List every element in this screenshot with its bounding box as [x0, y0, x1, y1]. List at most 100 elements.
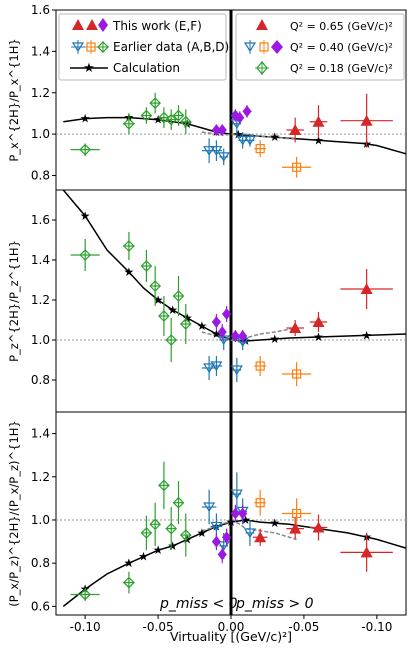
earlier-q065-marker — [292, 162, 302, 172]
calc-star: ★ — [313, 330, 324, 344]
earlier-q018-marker — [140, 527, 153, 539]
calc-star: ★ — [124, 556, 135, 570]
calc-star: ★ — [269, 130, 280, 144]
calc-star: ★ — [80, 209, 91, 223]
earlier-q018-marker — [165, 522, 178, 535]
calc-line — [62, 189, 407, 342]
x-tick-label: -0.05 — [288, 620, 319, 634]
x-axis-label: Virtuality [(GeV/c)²] — [170, 629, 292, 644]
calc-star: ★ — [138, 550, 149, 564]
earlier-q018-marker — [158, 310, 170, 322]
y-tick-label: 1.6 — [31, 213, 50, 227]
calc-star: ★ — [269, 516, 280, 530]
this-work-marker — [289, 124, 302, 135]
this-work-alt-marker — [211, 124, 221, 136]
calc-star: ★ — [182, 117, 193, 131]
this-work-marker — [289, 522, 302, 534]
calc-star: ★ — [196, 526, 207, 540]
legend-right-frame — [235, 13, 405, 81]
x-tick-label: 0.00 — [218, 620, 245, 634]
legend-q040-marker — [243, 40, 283, 54]
earlier-q018-marker — [165, 334, 178, 346]
earlier-q040-marker — [236, 135, 249, 146]
this-work-alt-marker — [238, 330, 248, 342]
y-axis-label: (P_x/P_z)^{2H}/(P_x/P_z)^{1H} — [7, 420, 21, 606]
calc-star: ★ — [196, 319, 207, 333]
y-tick-label: 1.6 — [31, 3, 50, 17]
calc-star: ★ — [80, 112, 91, 126]
panel-bottom: 0.6 0.8 1.0 1.2 1.4 (P_x/P_z)^{2H}/(P_x/P_z)^… — [7, 411, 407, 634]
earlier-q065-marker — [292, 508, 302, 519]
calc-star: ★ — [211, 327, 222, 341]
x-tick-label: -0.10 — [70, 620, 101, 634]
y-axis-label: P_x^{2H}/P_x^{1H} — [7, 38, 21, 161]
earlier-q018-marker — [79, 249, 92, 261]
this-work-alt-marker — [222, 308, 232, 320]
panels: 0.81.01.21.41.6P_x^{2H}/P_x^{1H} ★ ★ ★ ★★ ★ ★ ★… — [7, 3, 407, 634]
this-work-alt-marker — [217, 548, 227, 561]
earlier-q018-marker — [79, 588, 92, 601]
earlier-q018-marker — [140, 260, 153, 272]
this-work-alt-marker — [222, 531, 232, 544]
this-work-alt-marker — [230, 330, 240, 342]
y-tick-label: 1.0 — [31, 127, 50, 141]
earlier-q018-marker — [149, 97, 162, 109]
y-tick-label: 0.8 — [31, 373, 50, 387]
legend-q065-marker — [256, 19, 268, 30]
legend-earlier-marker — [71, 40, 109, 54]
earlier-q065-marker — [255, 498, 265, 508]
earlier-q040-marker — [243, 135, 257, 146]
earlier-q018-marker — [179, 115, 192, 128]
earlier-q018-marker — [179, 529, 192, 541]
panel-middle: 0.81.01.21.41.6P_z^{2H}/P_z^{1H}★★★★★★★ ★… — [7, 189, 407, 413]
calc-line — [62, 519, 407, 607]
earlier-q018-marker — [149, 280, 162, 292]
legend-left-frame — [58, 13, 227, 81]
calc-star: ★ — [182, 311, 193, 325]
y-tick-label: 1.4 — [31, 427, 50, 441]
earlier-q040-marker — [203, 502, 216, 513]
this-work-alt-marker — [230, 507, 240, 520]
this-work-marker — [254, 531, 267, 543]
earlier-q018-marker — [158, 479, 170, 492]
this-work-marker — [289, 322, 302, 333]
legend-earlier-label: Earlier data (A,B,D) — [113, 40, 229, 54]
legend-q040-label: Q² = 0.40 (GeV/c)² — [290, 41, 393, 54]
calc-star: ★ — [313, 133, 324, 147]
calc-alt-line — [201, 131, 297, 141]
this-work-marker — [312, 521, 325, 533]
this-work-alt-marker — [238, 507, 248, 520]
y-tick-label: 1.0 — [31, 333, 50, 347]
calc-star: ★ — [124, 265, 135, 279]
earlier-q065-marker — [255, 144, 265, 154]
region-neg-label: p_miss < 0 — [159, 596, 238, 612]
y-axis-label: P_z^{2H}/P_z^{1H} — [7, 240, 21, 362]
this-work-alt-marker — [217, 124, 227, 136]
calc-star: ★ — [240, 513, 251, 527]
earlier-q018-marker — [158, 111, 170, 124]
legend-calc-label: Calculation — [113, 61, 180, 75]
this-work-marker — [360, 114, 373, 126]
earlier-q018-marker — [172, 290, 185, 302]
earlier-q018-marker — [140, 109, 153, 122]
legend-q065-label: Q² = 0.65 (GeV/c)² — [290, 20, 393, 33]
earlier-q065-marker — [255, 361, 265, 371]
this-work-marker — [360, 546, 373, 558]
this-work-alt-marker — [211, 316, 221, 328]
y-tick-label: 1.2 — [31, 293, 50, 307]
earlier-q018-marker — [165, 113, 178, 126]
y-tick-label: 0.6 — [31, 599, 50, 613]
earlier-q040-marker — [230, 489, 243, 500]
this-work-alt-marker — [242, 105, 252, 118]
calc-star: ★ — [153, 293, 164, 307]
calc-star: ★ — [167, 303, 178, 317]
earlier-q040-marker — [210, 146, 223, 156]
calc-star: ★ — [361, 328, 372, 342]
earlier-q018-marker — [149, 518, 162, 531]
x-tick-label: -0.05 — [143, 620, 174, 634]
earlier-q018-marker — [123, 576, 135, 589]
svg-text:★: ★ — [83, 61, 95, 76]
region-pos-label: p_miss > 0 — [235, 596, 314, 612]
panel-top: 0.81.01.21.41.6P_x^{2H}/P_x^{1H} ★ ★ ★ ★★ ★ ★ ★… — [7, 3, 407, 191]
earlier-q040-marker — [210, 521, 223, 532]
